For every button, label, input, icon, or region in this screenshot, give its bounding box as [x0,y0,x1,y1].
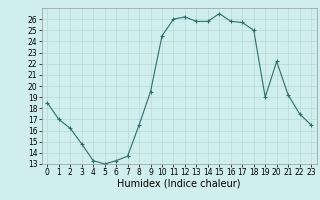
X-axis label: Humidex (Indice chaleur): Humidex (Indice chaleur) [117,179,241,189]
